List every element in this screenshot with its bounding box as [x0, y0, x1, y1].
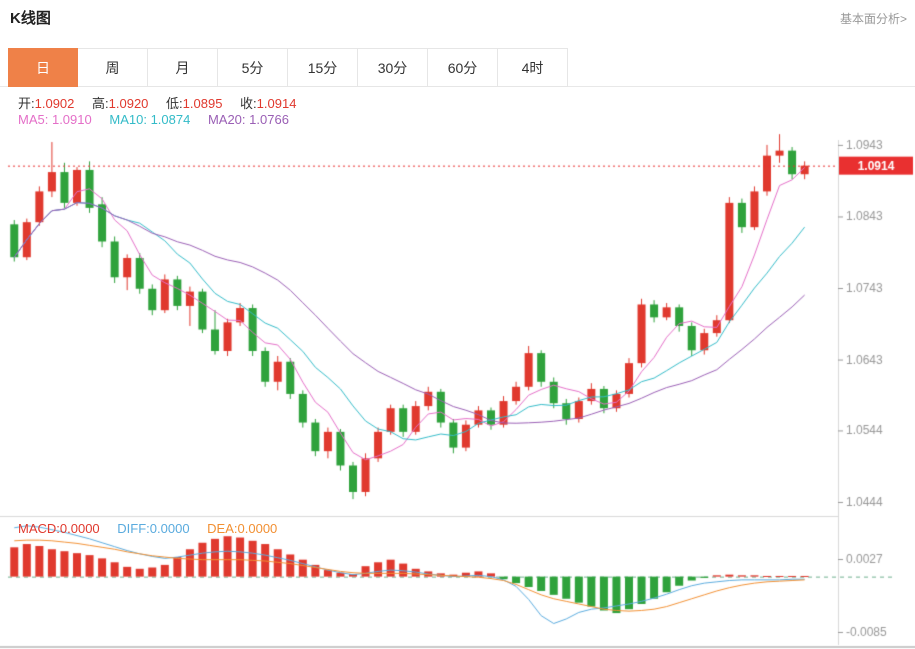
close-value: 1.0914 [256, 96, 297, 111]
fundamental-analysis-link[interactable]: 基本面分析> [839, 12, 907, 26]
dea-value: 0.0000 [237, 521, 278, 536]
low-value: 1.0895 [182, 96, 223, 111]
tab-15min[interactable]: 15分 [288, 48, 358, 87]
diff-value: 0.0000 [149, 521, 190, 536]
high-label: 高: [92, 96, 109, 111]
tab-month[interactable]: 月 [148, 48, 218, 87]
ma20-value: 1.0766 [249, 112, 289, 127]
macd-value: 0.0000 [59, 521, 100, 536]
tab-week[interactable]: 周 [78, 48, 148, 87]
tab-day[interactable]: 日 [8, 48, 78, 87]
ma-legend: MA5: 1.0910 MA10: 1.0874 MA20: 1.0766 [18, 112, 303, 127]
open-value: 1.0902 [34, 96, 75, 111]
ma10-label: MA10: [109, 112, 147, 127]
page-title: K线图 [10, 10, 51, 27]
interval-tabs: 日 周 月 5分 15分 30分 60分 4时 [8, 48, 568, 87]
interval-tabbar: 日 周 月 5分 15分 30分 60分 4时 [0, 48, 915, 87]
ma5-label: MA5: [18, 112, 49, 127]
low-label: 低: [166, 96, 183, 111]
tab-5min[interactable]: 5分 [218, 48, 288, 87]
open-label: 开: [18, 96, 35, 111]
high-value: 1.0920 [108, 96, 149, 111]
ma10-value: 1.0874 [150, 112, 191, 127]
ohlc-legend: 开:1.0902 高:1.0920 低:1.0895 收:1.0914 [18, 93, 310, 112]
tab-4hour[interactable]: 4时 [498, 48, 568, 87]
close-label: 收: [240, 96, 257, 111]
ma5-value: 1.0910 [51, 112, 92, 127]
tab-30min[interactable]: 30分 [358, 48, 428, 87]
diff-label: DIFF: [117, 521, 150, 536]
macd-label: MACD: [18, 521, 60, 536]
ma20-label: MA20: [207, 112, 246, 127]
macd-legend: MACD:0.0000 DIFF:0.0000 DEA:0.0000 [18, 521, 291, 536]
tab-60min[interactable]: 60分 [428, 48, 498, 87]
dea-label: DEA: [207, 521, 238, 536]
